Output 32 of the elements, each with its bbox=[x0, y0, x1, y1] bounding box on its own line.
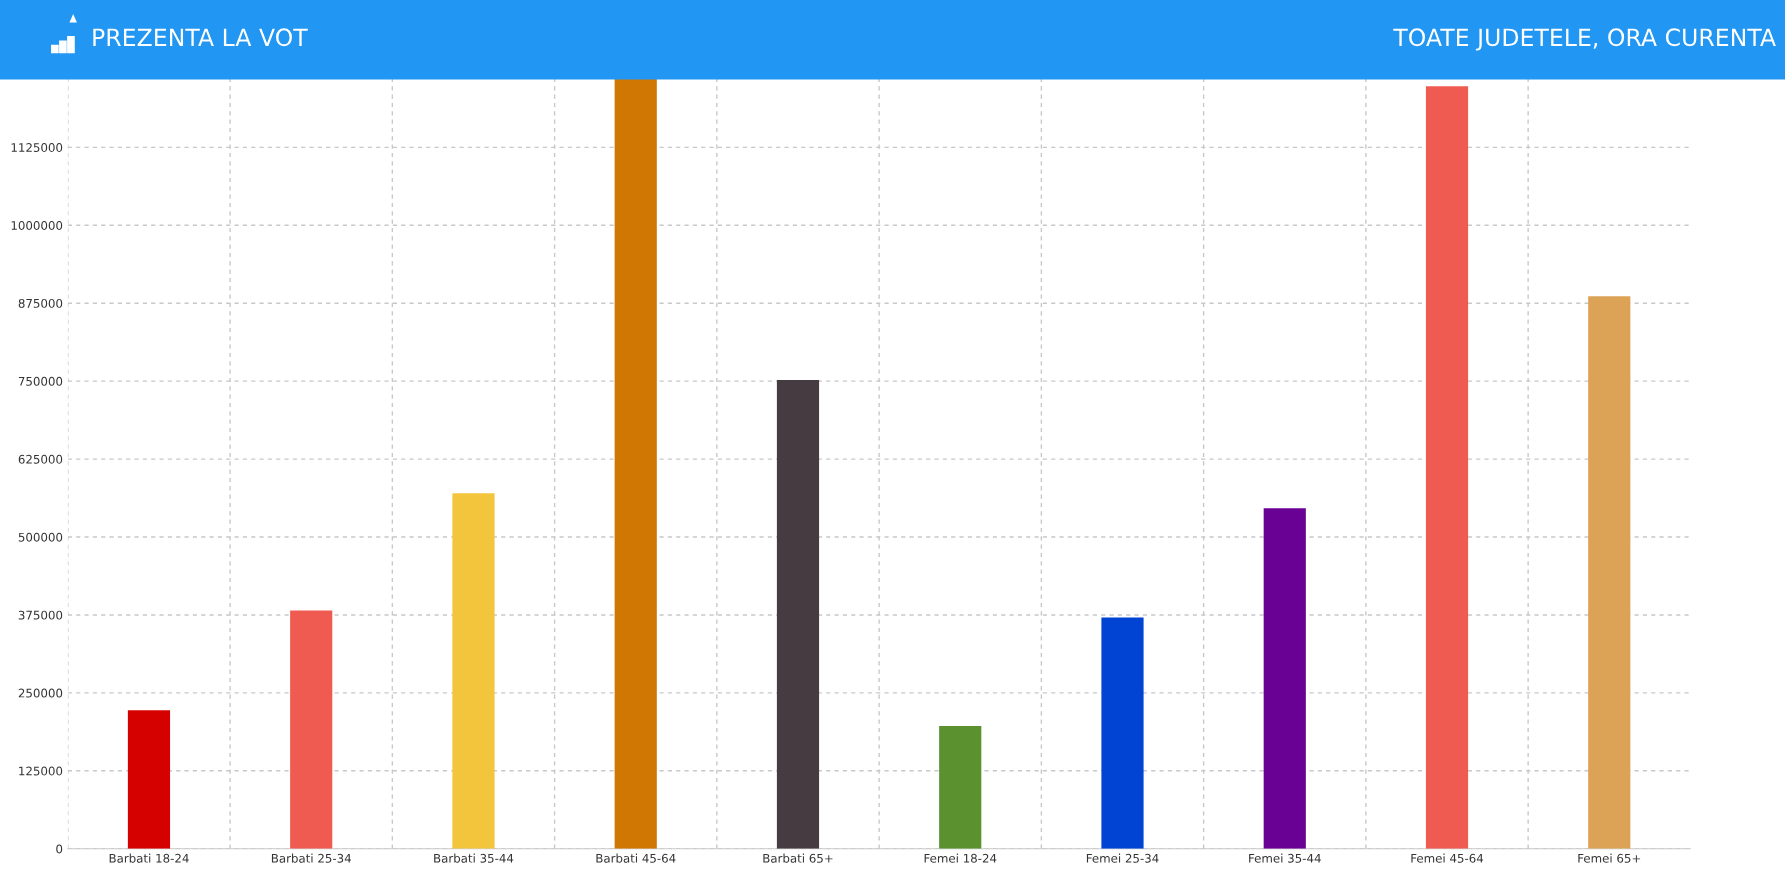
bar bbox=[776, 379, 820, 849]
y-tick-label: 750000 bbox=[18, 376, 63, 386]
y-tick-label: 625000 bbox=[18, 454, 63, 464]
bar bbox=[614, 78, 657, 849]
bar bbox=[939, 725, 982, 849]
y-tick-label: 1125000 bbox=[11, 143, 63, 152]
y-tick-label: 125000 bbox=[19, 766, 63, 776]
x-tick-label: Barbati 25-34 bbox=[271, 853, 351, 863]
bar bbox=[290, 610, 333, 849]
bar bbox=[1101, 617, 1144, 849]
chart-subtitle: TOATE JUDETELE, ORA CURENTA bbox=[1393, 28, 1776, 51]
bar bbox=[1588, 296, 1631, 849]
x-tick-label: Barbati 45-64 bbox=[596, 853, 676, 863]
x-tick-label: Femei 18-24 bbox=[924, 853, 997, 863]
y-tick-label: 875000 bbox=[18, 298, 63, 308]
y-tick-label: 375000 bbox=[18, 610, 63, 620]
bar bbox=[452, 493, 495, 849]
bar bbox=[1263, 508, 1306, 849]
x-tick-label: Femei 35-44 bbox=[1249, 853, 1321, 863]
x-tick-label: Femei 65+ bbox=[1578, 853, 1641, 863]
bar bbox=[127, 710, 171, 849]
x-tick-label: Femei 25-34 bbox=[1086, 853, 1159, 863]
x-tick-label: Barbati 65+ bbox=[763, 853, 833, 863]
y-tick-label: 250000 bbox=[18, 688, 63, 698]
y-tick-label: 500000 bbox=[18, 532, 63, 542]
x-tick-label: Barbati 35-44 bbox=[434, 853, 514, 863]
y-tick-label: 1000000 bbox=[11, 220, 63, 230]
x-tick-label: Barbati 18-24 bbox=[109, 853, 189, 863]
y-tick-label: 0 bbox=[56, 844, 63, 854]
chart-title: PREZENTA LA VOT bbox=[93, 28, 308, 47]
x-tick-label: Femei 45-64 bbox=[1411, 853, 1484, 863]
bar bbox=[1425, 86, 1469, 849]
